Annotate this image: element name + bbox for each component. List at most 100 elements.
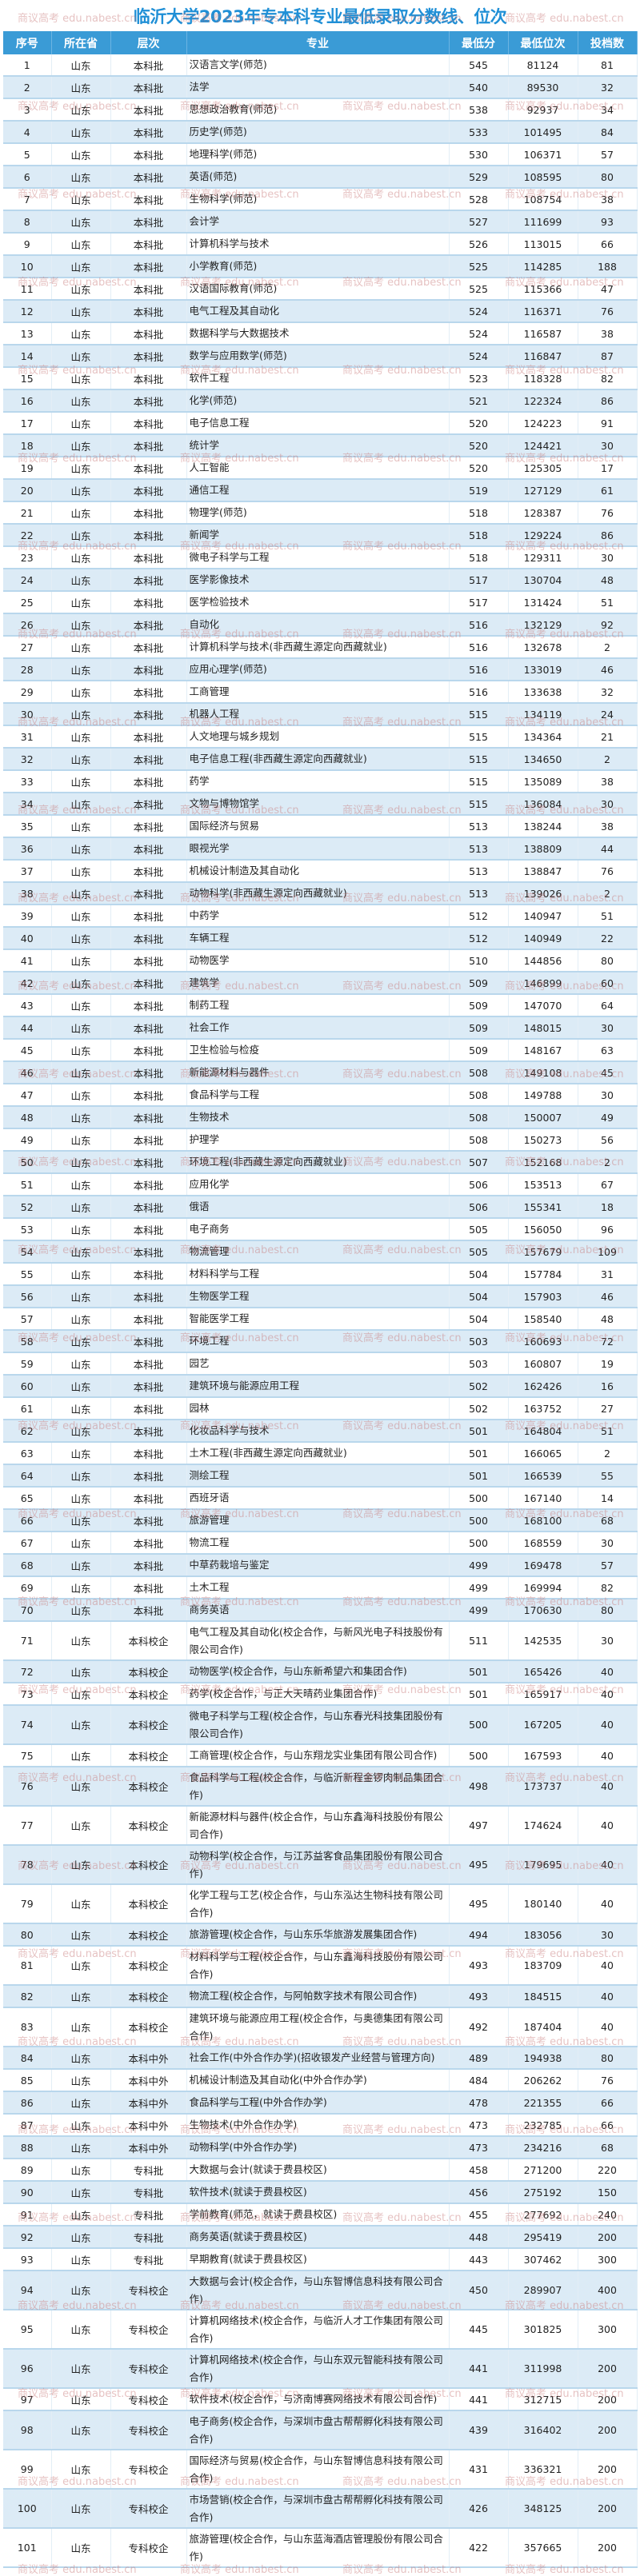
cell-province: 山东 xyxy=(51,76,111,99)
table-row: 62 山东 本科批 化妆品科学与技术 501 164804 51 xyxy=(3,1420,638,1443)
cell-major: 药学 xyxy=(186,770,450,793)
table-row: 82 山东 本科校企 物流工程(校企合作，与阿帕数字技术有限公司合作) 493 18451… xyxy=(3,1985,638,2008)
cell-major: 测绘工程 xyxy=(186,1464,450,1488)
cell-major: 计算机网络技术(校企合作，与临沂人才工作集团有限公司合作) xyxy=(186,2310,450,2350)
cell-index: 72 xyxy=(3,1660,52,1683)
cell-major: 应用心理学(师范) xyxy=(186,658,450,681)
cell-min-rank: 165426 xyxy=(508,1660,578,1683)
admission-score-table: 序号 所在省 层次 专业 最低分 最低位次 投档数 1 山东 本科批 汉语言文学(师范… xyxy=(3,31,638,2568)
cell-min-score: 506 xyxy=(449,1173,509,1196)
cell-level: 本科批 xyxy=(110,1420,187,1443)
cell-index: 10 xyxy=(3,255,52,278)
cell-min-score: 540 xyxy=(449,76,509,99)
cell-admitted-count: 81 xyxy=(578,54,638,77)
cell-min-rank: 148015 xyxy=(508,1016,578,1040)
cell-index: 49 xyxy=(3,1128,52,1152)
cell-index: 64 xyxy=(3,1464,52,1488)
cell-admitted-count: 30 xyxy=(578,1084,638,1107)
cell-index: 63 xyxy=(3,1442,52,1465)
table-row: 73 山东 本科校企 药学(校企合作，与正大天晴药业集团合作) 501 165917 40 xyxy=(3,1683,638,1706)
cell-major: 生物技术(中外合作办学) xyxy=(186,2114,450,2137)
header-index: 序号 xyxy=(3,31,52,54)
cell-index: 81 xyxy=(3,1946,52,1986)
cell-province: 山东 xyxy=(51,658,111,681)
cell-admitted-count: 40 xyxy=(578,1744,638,1767)
cell-province: 山东 xyxy=(51,1845,111,1885)
cell-level: 本科中外 xyxy=(110,2136,187,2159)
table-row: 90 山东 专科批 软件技术(就读于费县校区) 456 275192 150 xyxy=(3,2181,638,2204)
cell-major: 市场营销(校企合作，与深圳市盘古帮帮孵化科技有限公司合作) xyxy=(186,2489,450,2529)
cell-min-rank: 174624 xyxy=(508,1806,578,1846)
cell-min-rank: 167593 xyxy=(508,1744,578,1767)
cell-min-rank: 234216 xyxy=(508,2136,578,2159)
cell-index: 87 xyxy=(3,2114,52,2137)
cell-major: 动物医学 xyxy=(186,949,450,972)
cell-index: 94 xyxy=(3,2270,52,2310)
cell-min-score: 521 xyxy=(449,389,509,413)
cell-province: 山东 xyxy=(51,882,111,905)
cell-min-score: 426 xyxy=(449,2489,509,2529)
cell-level: 专科校企 xyxy=(110,2349,187,2389)
cell-index: 83 xyxy=(3,2007,52,2047)
cell-province: 山东 xyxy=(51,949,111,972)
cell-province: 山东 xyxy=(51,905,111,928)
cell-level: 专科批 xyxy=(110,2181,187,2204)
cell-index: 25 xyxy=(3,591,52,614)
cell-index: 79 xyxy=(3,1884,52,1924)
cell-admitted-count: 92 xyxy=(578,613,638,637)
cell-level: 本科批 xyxy=(110,1487,187,1510)
cell-province: 山东 xyxy=(51,210,111,234)
cell-admitted-count: 30 xyxy=(578,1621,638,1661)
cell-level: 本科批 xyxy=(110,166,187,189)
cell-major: 环境工程(非西藏生源定向西藏就业) xyxy=(186,1151,450,1174)
cell-level: 本科校企 xyxy=(110,1946,187,1986)
cell-admitted-count: 72 xyxy=(578,1330,638,1353)
cell-major: 思想政治教育(师范) xyxy=(186,98,450,122)
cell-level: 本科批 xyxy=(110,367,187,390)
cell-min-score: 505 xyxy=(449,1240,509,1264)
cell-major: 数据科学与大数据技术 xyxy=(186,322,450,345)
cell-major: 土木工程(非西藏生源定向西藏就业) xyxy=(186,1442,450,1465)
cell-min-score: 443 xyxy=(449,2248,509,2271)
cell-admitted-count: 51 xyxy=(578,905,638,928)
cell-index: 38 xyxy=(3,882,52,905)
cell-min-score: 525 xyxy=(449,255,509,278)
cell-min-score: 517 xyxy=(449,569,509,592)
table-row: 76 山东 本科校企 食品科学与工程(校企合作，与临沂新程金锣肉制品集团合作) 498 1… xyxy=(3,1767,638,1807)
header-major: 专业 xyxy=(186,31,450,54)
cell-major: 软件工程 xyxy=(186,367,450,390)
cell-admitted-count: 76 xyxy=(578,501,638,525)
cell-major: 眼视光学 xyxy=(186,837,450,861)
cell-province: 山东 xyxy=(51,1061,111,1084)
cell-index: 66 xyxy=(3,1509,52,1532)
cell-min-rank: 148167 xyxy=(508,1039,578,1062)
cell-admitted-count: 30 xyxy=(578,1923,638,1947)
cell-min-rank: 116847 xyxy=(508,345,578,368)
cell-major: 汉语国际教育(师范) xyxy=(186,278,450,301)
cell-province: 山东 xyxy=(51,255,111,278)
cell-level: 本科批 xyxy=(110,322,187,345)
cell-major: 电子商务(校企合作，与深圳市盘古帮帮孵化科技有限公司合作) xyxy=(186,2410,450,2450)
cell-min-score: 500 xyxy=(449,1509,509,1532)
table-row: 40 山东 本科批 车辆工程 512 140949 22 xyxy=(3,927,638,950)
cell-province: 山东 xyxy=(51,1806,111,1846)
cell-index: 55 xyxy=(3,1263,52,1286)
cell-index: 37 xyxy=(3,860,52,883)
cell-index: 84 xyxy=(3,2047,52,2070)
cell-min-rank: 167205 xyxy=(508,1705,578,1745)
table-row: 77 山东 本科校企 新能源材料与器件(校企合作，与山东鑫海科技股份有限公司合作) 49… xyxy=(3,1806,638,1846)
cell-admitted-count: 400 xyxy=(578,2270,638,2310)
cell-index: 19 xyxy=(3,457,52,480)
table-row: 5 山东 本科批 地理科学(师范) 530 106371 57 xyxy=(3,143,638,166)
cell-major: 环境工程 xyxy=(186,1330,450,1353)
cell-min-rank: 150007 xyxy=(508,1106,578,1129)
cell-major: 应用化学 xyxy=(186,1173,450,1196)
cell-level: 本科批 xyxy=(110,1128,187,1152)
cell-min-score: 492 xyxy=(449,2007,509,2047)
table-row: 57 山东 本科批 智能医学工程 504 158540 48 xyxy=(3,1308,638,1331)
cell-province: 山东 xyxy=(51,2248,111,2271)
table-row: 97 山东 专科校企 软件技术(校企合作，与济南博赛网络技术有限公司合作) 441 312… xyxy=(3,2388,638,2411)
cell-province: 山东 xyxy=(51,1173,111,1196)
cell-major: 软件技术(校企合作，与济南博赛网络技术有限公司合作) xyxy=(186,2388,450,2411)
cell-province: 山东 xyxy=(51,1621,111,1661)
